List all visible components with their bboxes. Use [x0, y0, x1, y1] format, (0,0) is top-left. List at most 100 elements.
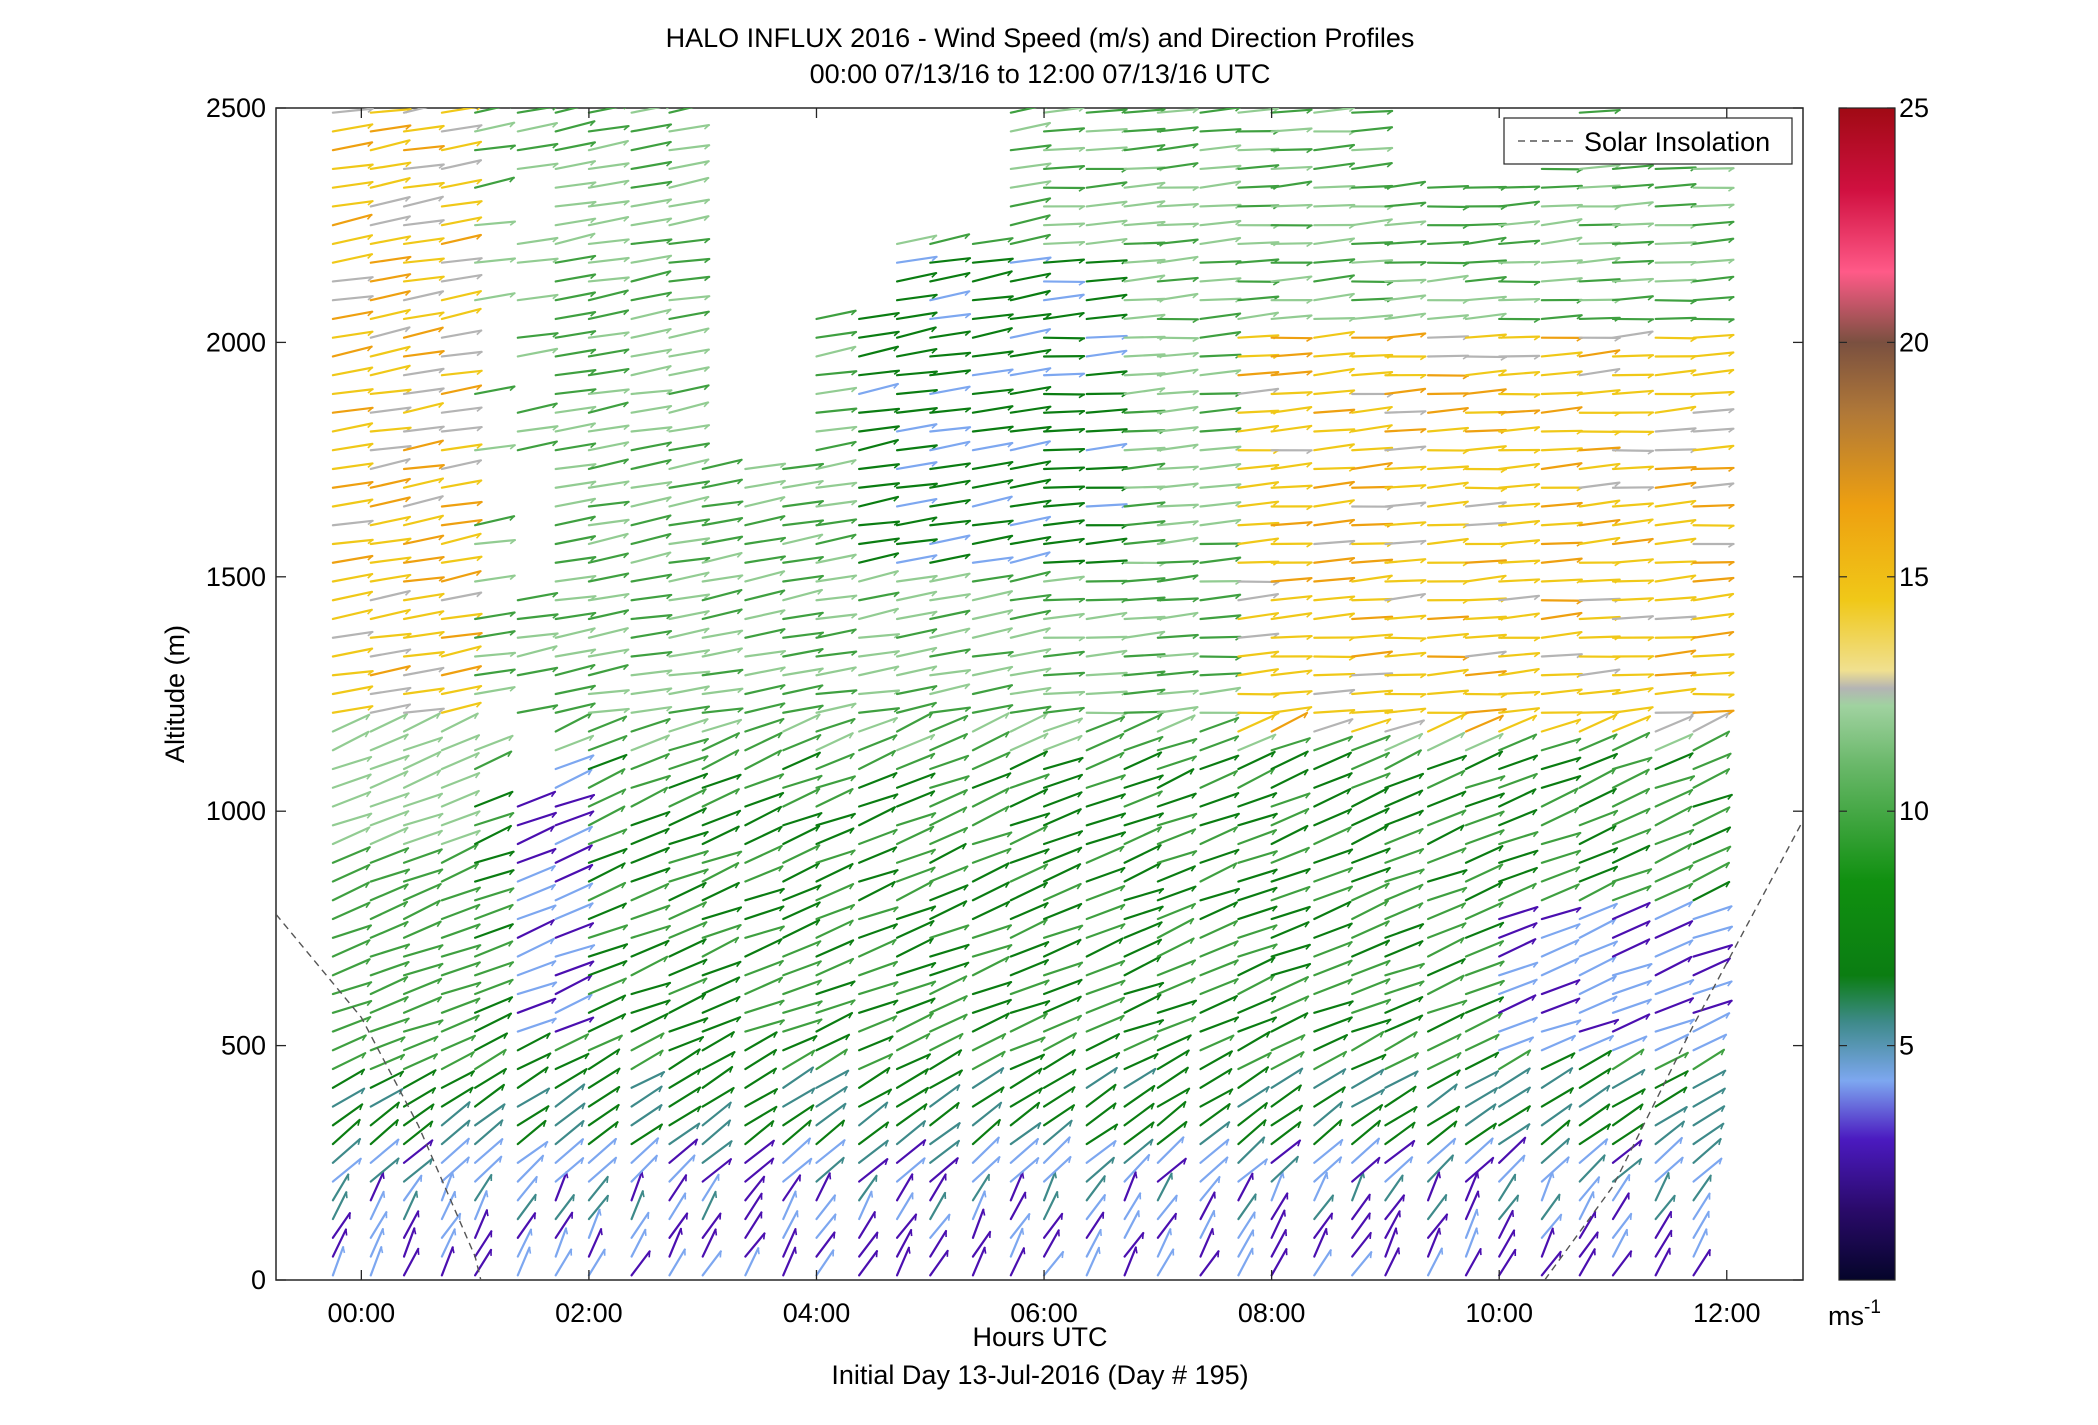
wind-barb-tick	[509, 574, 516, 581]
wind-barb-shaft	[1692, 1048, 1726, 1071]
wind-barb-tick	[1304, 996, 1309, 1002]
wind-barb-tick	[623, 441, 629, 448]
wind-barb-shaft	[1156, 1136, 1185, 1164]
wind-barb-shaft	[1270, 424, 1313, 433]
wind-barb-shaft	[1654, 1106, 1688, 1127]
wind-barb-tick	[1159, 200, 1165, 206]
wind-barb-shaft	[402, 996, 442, 1014]
wind-barb-shaft	[1464, 901, 1504, 921]
wind-barb-shaft	[815, 330, 858, 339]
wind-barb-tick	[1532, 906, 1538, 913]
wind-barb-tick	[1614, 463, 1620, 469]
wind-barb-tick	[1233, 1016, 1239, 1023]
wind-barb-shaft	[630, 1071, 666, 1089]
wind-barb-tick	[476, 108, 481, 111]
wind-barb-tick	[779, 463, 786, 469]
wind-barb-tick	[1576, 631, 1582, 637]
wind-barb-shaft	[1351, 1171, 1365, 1202]
wind-barb-tick	[893, 463, 900, 469]
wind-barb-tick	[666, 614, 672, 620]
wind-barb-shaft	[858, 665, 900, 677]
wind-barb-tick	[1192, 612, 1198, 618]
wind-barb-tick	[623, 425, 630, 431]
wind-barb-shaft	[474, 940, 514, 958]
wind-barb-shaft	[630, 705, 673, 714]
wind-barb-tick	[1339, 1101, 1343, 1109]
wind-barb-tick	[1272, 712, 1279, 718]
wind-barb-shaft	[929, 683, 971, 696]
wind-barb-tick	[1306, 127, 1312, 133]
wind-barb-shaft	[1464, 670, 1507, 677]
wind-barb-shaft	[331, 366, 374, 377]
wind-barb-tick	[736, 774, 742, 781]
wind-barb-shaft	[895, 1103, 928, 1127]
wind-barb-shaft	[1042, 146, 1086, 152]
wind-barb-shaft	[516, 1105, 550, 1127]
wind-barb-tick	[1078, 538, 1085, 544]
wind-barb-tick	[778, 718, 784, 725]
wind-barb-tick	[729, 1066, 733, 1073]
wind-barb-shaft	[516, 1140, 549, 1164]
wind-barb-shaft	[440, 961, 481, 977]
wind-barb-tick	[590, 406, 596, 412]
wind-barb-shaft	[895, 628, 938, 639]
wind-barb-shaft	[1085, 937, 1124, 958]
wind-barb-shaft	[1199, 887, 1240, 902]
wind-barb-tick	[476, 426, 483, 432]
wind-barb-shaft	[1540, 1137, 1570, 1164]
wind-barb-tick	[1646, 868, 1652, 875]
wind-barb-shaft	[369, 1246, 383, 1277]
wind-barb-tick	[1647, 295, 1654, 301]
wind-barb-shaft	[1199, 556, 1242, 564]
wind-barb-tick	[1325, 1228, 1328, 1236]
wind-barb-tick	[930, 962, 936, 969]
wind-barb-shaft	[1199, 518, 1242, 527]
wind-barb-tick	[405, 215, 411, 222]
wind-barb-shaft	[971, 665, 1014, 677]
wind-barb-tick	[474, 863, 479, 870]
wind-barb-shaft	[1123, 1019, 1165, 1033]
wind-barb-tick	[1419, 637, 1426, 643]
wind-barb-tick	[1006, 832, 1012, 838]
wind-barb-shaft	[1426, 1052, 1462, 1071]
wind-barb-shaft	[1426, 689, 1470, 696]
wind-barb-shaft	[929, 426, 972, 433]
wind-barb-shaft	[971, 1156, 1001, 1183]
wind-barb-tick	[1532, 755, 1538, 761]
x-tick-label: 08:00	[1238, 1298, 1306, 1328]
wind-barb-tick	[580, 1120, 585, 1128]
wind-barb-shaft	[1085, 276, 1128, 283]
wind-barb-tick	[1727, 693, 1734, 699]
wind-barb-shaft	[1270, 768, 1309, 789]
wind-barb-shaft	[331, 773, 372, 789]
wind-barb-tick	[815, 862, 820, 869]
wind-barb-shaft	[369, 161, 412, 171]
wind-barb-shaft	[1426, 1247, 1443, 1277]
wind-barb-tick	[1647, 502, 1654, 508]
wind-barb-tick	[963, 962, 969, 968]
wind-barb-shaft	[554, 768, 593, 789]
wind-barb-shaft	[1426, 406, 1469, 414]
wind-barb-tick	[1728, 561, 1734, 567]
wind-barb-shaft	[1611, 844, 1651, 864]
wind-barb-shaft	[1654, 1018, 1695, 1033]
wind-barb-shaft	[1156, 255, 1199, 264]
wind-barb-shaft	[929, 842, 967, 864]
wind-barb-tick	[475, 533, 482, 539]
wind-barb-tick	[704, 295, 710, 301]
wind-barb-tick	[589, 702, 596, 709]
wind-barbs	[331, 108, 1735, 1277]
wind-barb-tick	[1647, 411, 1654, 417]
wind-barb-shaft	[1611, 558, 1654, 564]
wind-barb-shaft	[554, 515, 596, 527]
wind-barb-shaft	[369, 960, 410, 977]
wind-barb-tick	[736, 851, 742, 857]
wind-barb-tick	[1419, 502, 1426, 507]
wind-barb-tick	[930, 998, 936, 1004]
wind-barb-tick	[1306, 370, 1312, 376]
wind-barb-shaft	[1237, 850, 1278, 864]
wind-barb-tick	[1150, 1122, 1155, 1129]
wind-barb-shaft	[1611, 1212, 1633, 1239]
wind-barb-tick	[1339, 1139, 1343, 1147]
wind-barb-shaft	[1156, 937, 1195, 958]
